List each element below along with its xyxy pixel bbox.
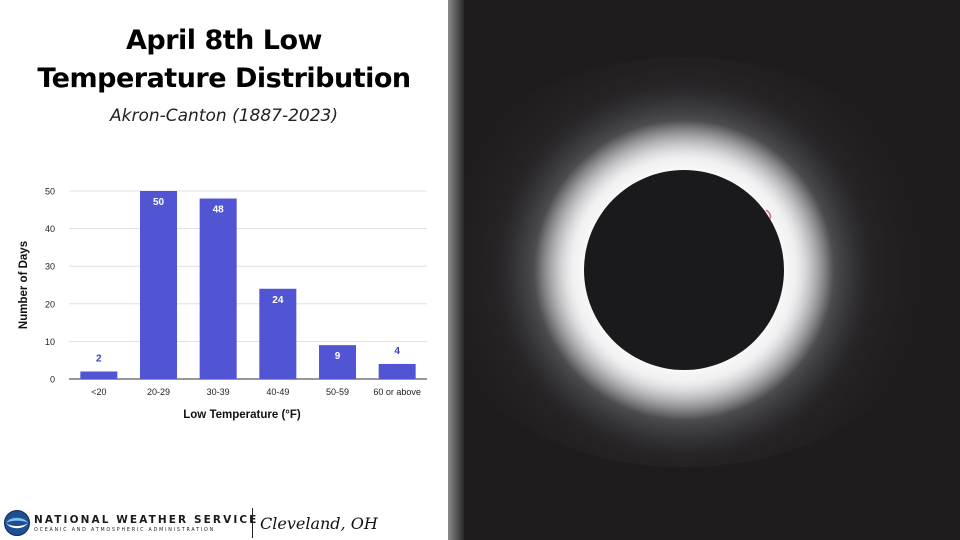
y-axis-ticks: 0 10 20 30 40 50 — [45, 187, 55, 385]
eclipse-photo — [448, 0, 960, 540]
y-tick-label: 30 — [45, 262, 55, 272]
bar — [140, 191, 177, 379]
footer-divider — [252, 508, 253, 538]
x-tick-label: 40-49 — [266, 387, 289, 397]
data-label: 4 — [394, 346, 400, 357]
noaa-logo-icon — [4, 510, 30, 536]
bar — [319, 345, 356, 379]
x-axis-ticks: <20 20-29 30-39 40-49 50-59 60 or above — [91, 387, 421, 397]
x-tick-label: 60 or above — [373, 387, 421, 397]
x-tick-label: 20-29 — [147, 387, 170, 397]
chart-panel: April 8th Low Temperature Distribution A… — [0, 0, 448, 540]
bar — [378, 363, 416, 379]
data-label: 2 — [96, 353, 102, 364]
data-label: 48 — [213, 205, 225, 216]
bar — [259, 288, 297, 379]
slide-title-line1: April 8th Low — [126, 25, 322, 56]
data-label: 50 — [153, 197, 165, 208]
x-axis-label: Low Temperature (°F) — [183, 409, 301, 421]
slide-title-line2: Temperature Distribution — [37, 63, 411, 94]
x-tick-label: <20 — [91, 387, 106, 397]
x-tick-label: 50-59 — [326, 387, 349, 397]
agency-name: NATIONAL WEATHER SERVICE — [34, 514, 259, 526]
y-tick-label: 0 — [50, 375, 55, 385]
bar — [199, 198, 237, 379]
office-name: Cleveland, OH — [260, 514, 378, 533]
data-label: 24 — [272, 295, 284, 306]
slide-subtitle: Akron-Canton (1887-2023) — [109, 106, 338, 126]
y-tick-label: 40 — [45, 224, 55, 234]
bar-chart: 2 50 48 24 9 4 0 10 20 30 40 50 <20 20-29 30-39 40-49… — [18, 187, 427, 421]
agency-subtitle: OCEANIC AND ATMOSPHERIC ADMINISTRATION — [34, 528, 216, 533]
bar — [80, 371, 118, 379]
data-label: 9 — [335, 351, 341, 362]
x-tick-label: 30-39 — [207, 387, 230, 397]
y-axis-label: Number of Days — [18, 241, 30, 329]
y-tick-label: 50 — [45, 187, 55, 197]
photo-edge-shading — [448, 0, 464, 540]
moon-disk — [584, 170, 784, 370]
prominence — [765, 209, 772, 220]
y-tick-label: 10 — [45, 337, 55, 347]
bars — [80, 191, 416, 379]
eclipse-image — [448, 0, 960, 540]
data-labels: 2 50 48 24 9 4 — [96, 197, 400, 364]
y-tick-label: 20 — [45, 299, 55, 309]
grid-lines — [69, 190, 427, 380]
